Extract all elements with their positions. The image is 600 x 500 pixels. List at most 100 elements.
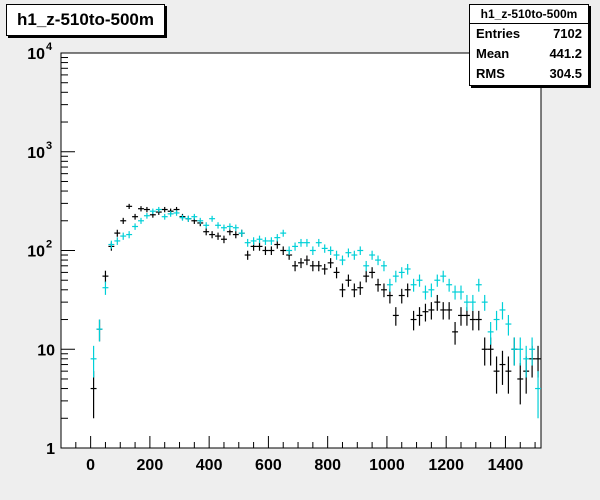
- data-point: [392, 270, 399, 283]
- data-point: [422, 303, 429, 322]
- data-point: [303, 255, 310, 266]
- data-point: [138, 217, 144, 224]
- data-point: [339, 255, 346, 266]
- data-point: [179, 214, 186, 221]
- data-point: [416, 307, 423, 326]
- data-point: [410, 278, 417, 292]
- y-tick-base: 10: [27, 244, 45, 261]
- data-point: [511, 337, 518, 366]
- data-point: [114, 229, 121, 237]
- data-point: [226, 223, 233, 230]
- data-point: [191, 213, 198, 220]
- y-tick-exponent: 3: [46, 140, 52, 152]
- data-point: [493, 310, 500, 331]
- x-tick-label: 200: [137, 457, 164, 474]
- data-point: [386, 278, 393, 292]
- data-point: [244, 238, 251, 247]
- data-point: [114, 237, 121, 245]
- data-point: [167, 211, 174, 217]
- data-point: [416, 274, 423, 287]
- data-point: [381, 283, 387, 298]
- data-point: [469, 310, 476, 331]
- data-point: [155, 206, 162, 213]
- data-point: [363, 260, 370, 272]
- x-tick-label: 600: [255, 457, 282, 474]
- data-point: [493, 356, 500, 394]
- data-point: [262, 246, 269, 256]
- data-point: [440, 270, 447, 283]
- data-point: [126, 203, 133, 209]
- data-point: [505, 314, 512, 336]
- data-point: [90, 371, 97, 419]
- y-tick-base: 1: [46, 441, 55, 458]
- x-tick-label: 1000: [369, 457, 405, 474]
- y-tick-label: 10 2: [27, 239, 52, 261]
- data-point: [505, 356, 512, 394]
- data-point: [221, 224, 227, 232]
- data-point: [321, 263, 328, 275]
- x-tick-label: 0: [86, 457, 95, 474]
- stats-title: h1_z-510to-500m: [470, 5, 588, 24]
- data-point: [161, 206, 168, 213]
- data-point: [315, 238, 322, 247]
- data-point: [286, 246, 293, 256]
- data-point: [90, 345, 97, 378]
- data-point: [404, 263, 411, 275]
- data-point: [410, 310, 417, 331]
- data-point: [197, 217, 204, 224]
- data-point: [428, 283, 435, 298]
- data-point: [422, 285, 429, 300]
- data-point: [143, 212, 150, 219]
- data-point: [345, 274, 352, 287]
- data-point: [428, 302, 435, 320]
- data-point: [535, 371, 541, 419]
- y-tick-base: 10: [27, 46, 45, 63]
- data-point: [357, 281, 364, 295]
- x-tick-label: 800: [314, 457, 341, 474]
- data-point: [173, 210, 180, 216]
- data-point: [185, 215, 192, 222]
- data-point: [404, 283, 411, 298]
- data-point: [529, 337, 536, 366]
- data-point: [452, 322, 459, 345]
- data-point: [126, 231, 133, 239]
- y-tick-base: 10: [27, 145, 45, 162]
- data-point: [487, 322, 494, 345]
- data-point: [463, 294, 470, 311]
- data-point: [398, 288, 405, 304]
- series-black: [90, 203, 541, 419]
- data-point: [215, 232, 221, 240]
- data-point: [256, 235, 263, 244]
- data-point: [458, 307, 464, 326]
- data-point: [392, 307, 399, 326]
- histogram-title: h1_z-510to-500m: [6, 4, 166, 36]
- data-point: [292, 260, 299, 272]
- plot-frame: [60, 52, 542, 449]
- data-point: [351, 250, 358, 260]
- data-point: [499, 302, 506, 320]
- data-point: [452, 285, 459, 300]
- x-tick-label: 1200: [428, 457, 464, 474]
- stats-value: 304.5: [549, 66, 582, 81]
- stats-label: Entries: [476, 26, 521, 41]
- data-point: [434, 274, 441, 287]
- y-tick-base: 10: [37, 342, 55, 359]
- y-tick-exponent: 2: [46, 239, 52, 251]
- series-cyan: [90, 206, 541, 419]
- data-point: [375, 278, 381, 292]
- data-point: [363, 270, 370, 283]
- stats-value: 7102: [553, 26, 582, 41]
- data-point: [345, 248, 352, 258]
- data-point: [398, 267, 405, 279]
- data-point: [132, 213, 139, 220]
- data-point: [120, 217, 127, 224]
- data-point: [108, 240, 115, 249]
- data-point: [369, 250, 376, 260]
- data-point: [333, 250, 340, 260]
- data-point: [221, 235, 227, 244]
- data-point: [357, 246, 364, 256]
- x-tick-label: 400: [196, 457, 223, 474]
- data-point: [469, 294, 476, 311]
